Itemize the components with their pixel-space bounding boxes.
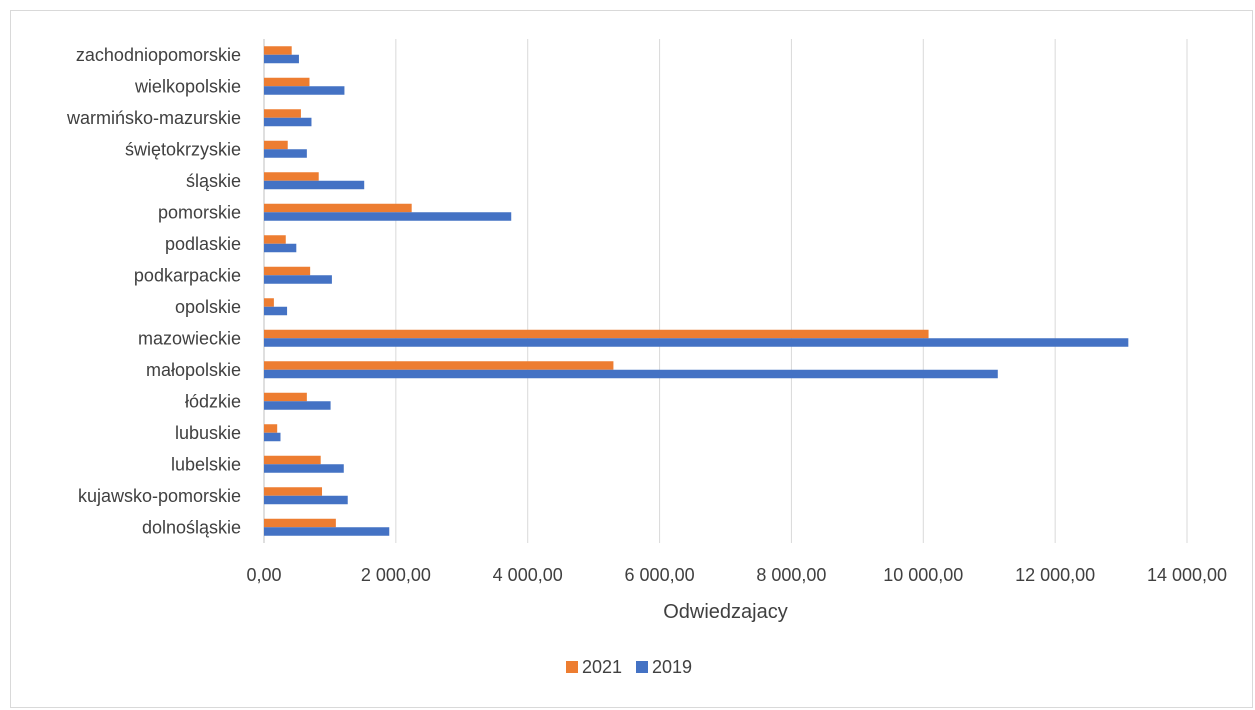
category-label: opolskie [175,297,241,317]
bar-2019-8 [264,275,332,284]
bar-2019-12 [264,149,307,158]
bars [264,46,1129,536]
x-tick-label: 2 000,00 [361,565,431,585]
bar-2021-7 [264,298,274,307]
category-label: lubelskie [171,454,241,474]
bar-2021-2 [264,455,321,465]
category-label: pomorskie [158,202,241,222]
bar-2021-5 [264,361,614,370]
bar-2019-2 [264,464,344,473]
legend-label-2019: 2019 [652,657,692,677]
bar-2021-14 [264,77,310,87]
legend-swatch-2019 [636,661,648,673]
category-label: dolnośląskie [142,517,241,537]
bar-2019-6 [264,338,1129,347]
bar-2019-11 [264,180,365,190]
category-label: podkarpackie [134,265,241,285]
bar-2021-8 [264,266,311,276]
category-label: lubuskie [175,423,241,443]
bar-2019-13 [264,117,312,127]
bar-2021-13 [264,109,301,118]
bar-2019-7 [264,306,288,316]
category-label: zachodniopomorskie [76,45,241,65]
bar-2021-12 [264,140,288,150]
x-tick-label: 0,00 [246,565,281,585]
bar-2021-11 [264,172,319,181]
bar-2021-9 [264,235,286,244]
x-tick-label: 4 000,00 [493,565,563,585]
category-label: świętokrzyskie [125,139,241,159]
bar-2019-1 [264,495,348,505]
x-tick-label: 6 000,00 [625,565,695,585]
bar-chart: dolnośląskie kujawsko-pomorskie lubelskie l… [66,39,1227,677]
bar-2019-15 [264,54,299,64]
x-tick-label: 10 000,00 [883,565,963,585]
bar-2019-0 [264,527,390,536]
bar-2019-5 [264,369,998,379]
x-tick-label: 14 000,00 [1147,565,1227,585]
category-label: śląskie [186,171,241,191]
bar-2019-9 [264,243,297,253]
bar-2021-3 [264,424,278,433]
bar-2021-15 [264,46,292,55]
bar-2021-0 [264,518,336,528]
legend-swatch-2021 [566,661,578,673]
category-label: warmińsko-mazurskie [66,108,241,128]
category-label: mazowieckie [138,328,241,348]
gridlines [263,39,1188,543]
category-label: podlaskie [165,234,241,254]
bar-2019-4 [264,401,331,410]
bar-2019-3 [264,432,281,442]
legend: 2021 2019 [566,657,692,677]
bar-2021-4 [264,392,307,402]
bar-2019-14 [264,86,345,95]
category-label: małopolskie [146,360,241,380]
category-labels: dolnośląskie kujawsko-pomorskie lubelskie l… [66,45,241,538]
bar-2021-1 [264,487,323,496]
legend-label-2021: 2021 [582,657,622,677]
x-tick-label: 8 000,00 [756,565,826,585]
category-label: kujawsko-pomorskie [78,486,241,506]
bar-2021-6 [264,329,929,339]
category-label: wielkopolskie [134,76,241,96]
x-axis-title: Odwiedzajacy [663,601,788,623]
chart-frame: dolnośląskie kujawsko-pomorskie lubelskie l… [10,10,1253,708]
category-label: łódzkie [185,391,241,411]
bar-2021-10 [264,203,412,213]
x-tick-labels: 0,00 2 000,00 4 000,00 6 000,00 8 000,00 10 0… [246,565,1227,585]
bar-2019-10 [264,212,512,221]
x-tick-label: 12 000,00 [1015,565,1095,585]
